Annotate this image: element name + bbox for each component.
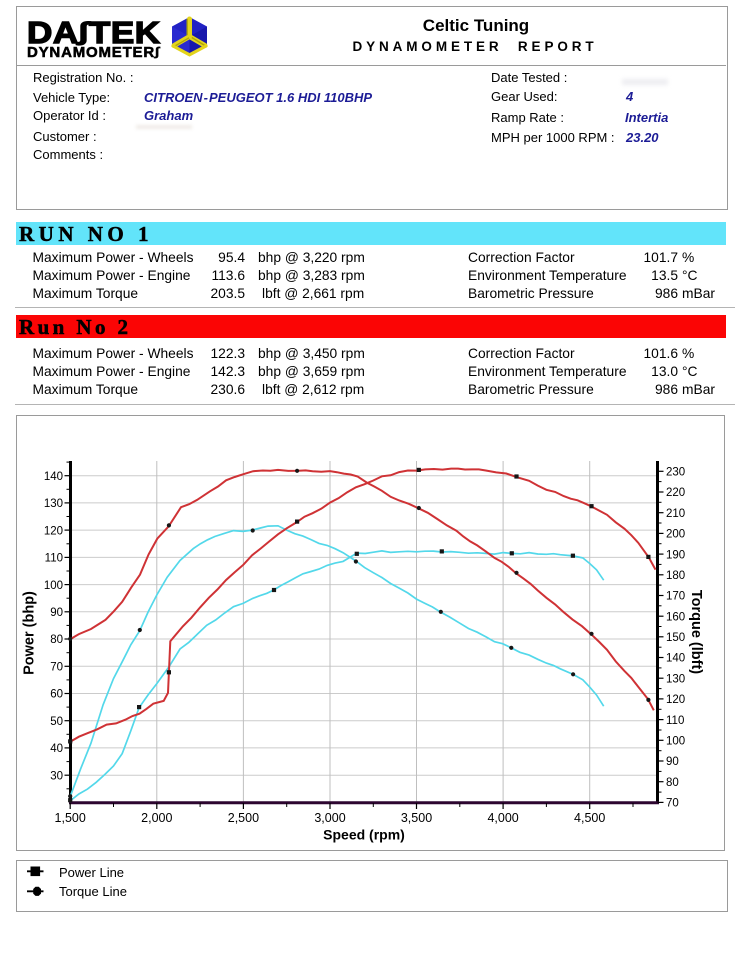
svg-text:3,000: 3,000: [314, 811, 345, 825]
svg-text:90: 90: [50, 607, 63, 619]
svg-text:140: 140: [666, 653, 685, 665]
svg-text:90: 90: [666, 756, 679, 768]
svg-text:4,500: 4,500: [574, 811, 605, 825]
svg-text:50: 50: [50, 716, 63, 728]
svg-text:80: 80: [666, 777, 679, 789]
svg-text:100: 100: [666, 736, 685, 748]
svg-text:170: 170: [666, 591, 685, 603]
svg-text:Speed (rpm): Speed (rpm): [323, 827, 405, 843]
svg-text:130: 130: [44, 498, 63, 510]
svg-text:130: 130: [666, 673, 685, 685]
svg-text:40: 40: [50, 743, 63, 755]
svg-text:160: 160: [666, 611, 685, 623]
svg-text:180: 180: [666, 570, 685, 582]
svg-text:200: 200: [666, 529, 685, 541]
svg-text:4,000: 4,000: [487, 811, 518, 825]
svg-text:190: 190: [666, 549, 685, 561]
svg-text:70: 70: [666, 798, 679, 810]
svg-text:1,500: 1,500: [55, 811, 86, 825]
svg-text:2,000: 2,000: [141, 811, 172, 825]
svg-text:210: 210: [666, 508, 685, 520]
svg-text:100: 100: [44, 580, 63, 592]
svg-text:30: 30: [50, 770, 63, 782]
svg-text:140: 140: [44, 471, 63, 483]
svg-text:150: 150: [666, 632, 685, 644]
svg-text:3,500: 3,500: [401, 811, 432, 825]
svg-text:120: 120: [666, 694, 685, 706]
svg-text:80: 80: [50, 634, 63, 646]
svg-text:60: 60: [50, 689, 63, 701]
svg-text:2,500: 2,500: [228, 811, 259, 825]
svg-text:110: 110: [666, 715, 684, 727]
svg-text:230: 230: [666, 467, 685, 479]
svg-text:Torque (lbft): Torque (lbft): [688, 590, 704, 674]
svg-text:110: 110: [45, 553, 63, 565]
svg-text:220: 220: [666, 487, 685, 499]
svg-text:Power (bhp): Power (bhp): [22, 591, 38, 675]
svg-text:120: 120: [44, 525, 63, 537]
svg-text:70: 70: [50, 662, 63, 674]
